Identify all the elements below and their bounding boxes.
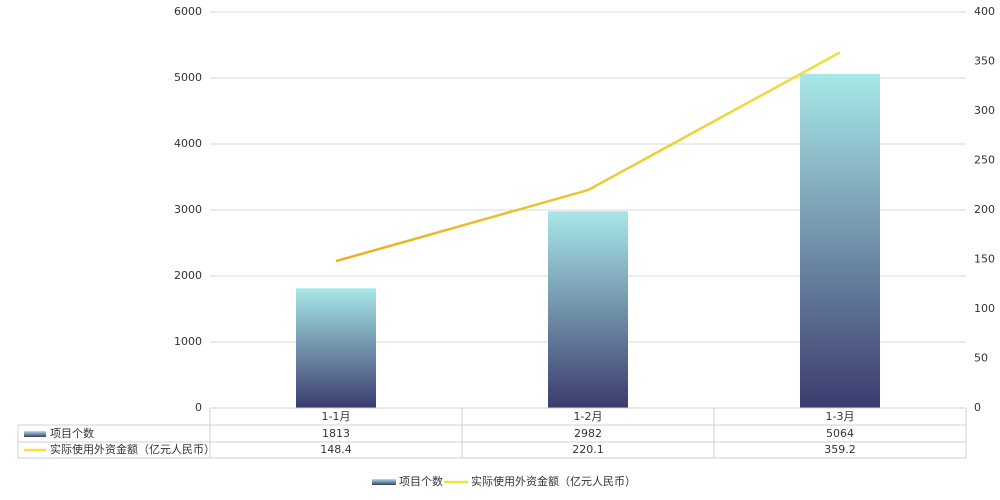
table-value: 148.4 [320, 443, 352, 456]
x-tick-label: 1-2月 [574, 410, 603, 423]
y2-tick-label: 50 [974, 352, 988, 365]
table-key [24, 431, 46, 437]
legend-key [372, 479, 396, 485]
y2-tick-label: 300 [974, 104, 995, 117]
table-series-name: 实际使用外资金额（亿元人民币） [50, 442, 215, 456]
bar [548, 211, 628, 408]
table-value: 1813 [322, 427, 350, 440]
y-tick-label: 6000 [174, 5, 202, 18]
x-tick-label: 1-1月 [322, 410, 351, 423]
y-tick-label: 0 [195, 401, 202, 414]
y2-tick-label: 0 [974, 401, 981, 414]
y-tick-label: 2000 [174, 269, 202, 282]
y-tick-label: 3000 [174, 203, 202, 216]
y2-tick-label: 250 [974, 154, 995, 167]
y2-tick-label: 100 [974, 302, 995, 315]
y-tick-label: 1000 [174, 335, 202, 348]
table-value: 5064 [826, 427, 854, 440]
table-value: 359.2 [824, 443, 856, 456]
y2-tick-label: 150 [974, 253, 995, 266]
y2-tick-label: 400 [974, 5, 995, 18]
table-series-name: 项目个数 [50, 427, 94, 440]
line [335, 51, 841, 263]
y2-tick-label: 350 [974, 55, 995, 68]
table-value: 2982 [574, 427, 602, 440]
y2-tick-label: 200 [974, 203, 995, 216]
x-tick-label: 1-3月 [826, 410, 855, 423]
bar [800, 73, 880, 408]
legend-label: 实际使用外资金额（亿元人民币） [471, 474, 636, 488]
bar [296, 288, 376, 408]
y-tick-label: 5000 [174, 71, 202, 84]
legend-label: 项目个数 [399, 475, 443, 488]
table-value: 220.1 [572, 443, 604, 456]
y-tick-label: 4000 [174, 137, 202, 150]
